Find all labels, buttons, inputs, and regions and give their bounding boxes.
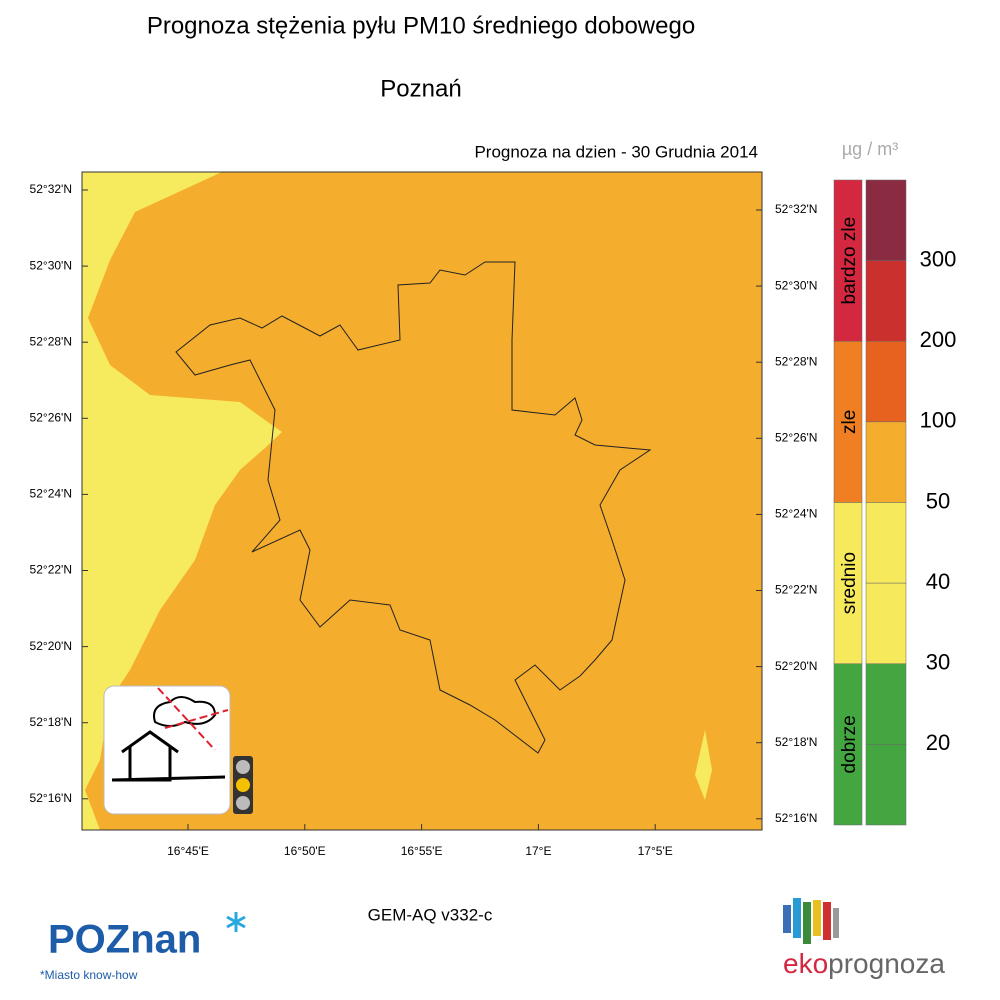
lat-label: 52°20'N (30, 639, 72, 653)
lon-label: 16°55'E (401, 844, 443, 858)
lon-label: 17°5'E (638, 844, 673, 858)
lat-label: 52°22'N (775, 583, 817, 597)
scale-band (865, 179, 907, 261)
category-band (833, 663, 863, 826)
lat-label: 52°24'N (775, 507, 817, 521)
brand: ekoprognoza (783, 948, 945, 979)
lat-label: 52°26'N (775, 430, 817, 444)
yellow-area (695, 730, 712, 800)
brand-b: prognoza (828, 948, 945, 979)
title: Prognoza stężenia pyłu PM10 średniego do… (147, 12, 695, 39)
lat-label: 52°18'N (30, 715, 72, 729)
scale-value: 300 (920, 246, 957, 271)
scale-value: 50 (926, 488, 950, 513)
scale-band (865, 663, 907, 745)
lon-label: 17°E (525, 844, 551, 858)
scale-value: 20 (926, 730, 950, 755)
scale-band (865, 744, 907, 826)
city-tagline: *Miasto know-how (40, 968, 138, 982)
icon (103, 685, 253, 815)
scale-band (865, 421, 907, 503)
category-label: srednio (839, 552, 860, 614)
strike (157, 687, 229, 751)
city-outline (175, 261, 652, 754)
lon-label: 16°45'E (167, 844, 209, 858)
scale-band (865, 260, 907, 342)
lat-label: 52°18'N (775, 735, 817, 749)
lat-label: 52°20'N (775, 659, 817, 673)
model: GEM-AQ v332-c (368, 905, 493, 924)
category-label: dobrze (839, 715, 860, 773)
lat-label: 52°16'N (30, 791, 72, 805)
lat-label: 52°24'N (30, 487, 72, 501)
lat-label: 52°30'N (30, 258, 72, 272)
brand-a: eko (783, 948, 828, 979)
lat-label: 52°16'N (775, 811, 817, 825)
category-label: bardzo zle (839, 217, 860, 305)
lat-label: 52°30'N (775, 278, 817, 292)
subtitle: Poznań (380, 75, 461, 102)
lon-label: 16°50'E (284, 844, 326, 858)
lat-label: 52°28'N (30, 334, 72, 348)
lat-label: 52°32'N (30, 182, 72, 196)
light (236, 778, 250, 792)
scale-value: 200 (920, 327, 957, 352)
category-label: zle (839, 410, 860, 434)
brand-icon (783, 898, 839, 944)
scale-band (865, 582, 907, 664)
date: Prognoza na dzien - 30 Grudnia 2014 (474, 142, 758, 161)
light (236, 796, 250, 810)
lat-label: 52°26'N (30, 410, 72, 424)
unit: µg / m³ (842, 139, 898, 159)
yellow-area (82, 172, 282, 830)
light (236, 760, 250, 774)
lat-label: 52°22'N (30, 563, 72, 577)
logo-star (226, 912, 246, 932)
scale-value: 100 (920, 408, 957, 433)
lat-label: 52°28'N (775, 354, 817, 368)
category-band (833, 502, 863, 664)
house (111, 730, 226, 782)
lat-label: 52°32'N (775, 202, 817, 216)
scale-band (865, 341, 907, 423)
scale-band (865, 502, 907, 584)
scale-value: 40 (926, 569, 950, 594)
scale-value: 30 (926, 650, 950, 675)
category-band (833, 179, 863, 342)
city-logo: POZnan (48, 918, 201, 962)
icon-box (103, 685, 231, 815)
category-band (833, 341, 863, 503)
